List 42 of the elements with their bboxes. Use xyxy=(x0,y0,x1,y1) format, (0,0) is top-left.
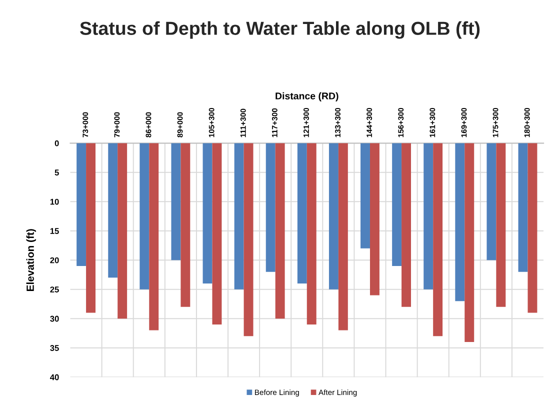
bar xyxy=(149,143,159,330)
bar xyxy=(392,143,402,266)
y-tick-label: 30 xyxy=(50,316,59,322)
y-tick-label: 10 xyxy=(50,198,59,205)
bar xyxy=(424,143,434,290)
bar xyxy=(275,143,285,319)
bar xyxy=(518,143,528,272)
bar xyxy=(486,143,496,260)
x-axis-title: Distance (RD) xyxy=(276,92,338,102)
bar xyxy=(202,143,212,284)
bar xyxy=(338,143,348,330)
y-tick-label: 5 xyxy=(54,170,59,176)
bar xyxy=(118,143,128,319)
y-tick-label: 40 xyxy=(50,374,59,380)
chart-title: Status of Depth to Water Table along OLB (ft) xyxy=(80,21,480,39)
bar xyxy=(171,143,181,260)
bar xyxy=(360,143,370,248)
bar xyxy=(370,143,380,296)
bar xyxy=(212,143,222,324)
bar xyxy=(108,143,118,278)
bar xyxy=(234,143,244,290)
y-tick-label: 35 xyxy=(50,345,59,351)
bar xyxy=(180,143,190,307)
bar xyxy=(306,143,316,324)
bar xyxy=(266,143,276,272)
y-tick-label: 25 xyxy=(50,286,59,292)
bar xyxy=(528,143,538,313)
bar xyxy=(455,143,465,302)
y-tick-label: 15 xyxy=(50,228,59,234)
bar xyxy=(297,143,307,284)
bar xyxy=(433,143,443,336)
bar xyxy=(140,143,150,290)
bar xyxy=(76,143,86,266)
y-axis-title: Elevation (ft) xyxy=(26,229,36,291)
bar xyxy=(328,143,338,290)
y-tick-label: 0 xyxy=(54,140,59,146)
y-tick-label: 20 xyxy=(50,257,59,264)
bar xyxy=(244,143,254,336)
bar xyxy=(86,143,96,313)
bar xyxy=(402,143,412,307)
bar xyxy=(464,143,474,342)
bar xyxy=(496,143,506,307)
